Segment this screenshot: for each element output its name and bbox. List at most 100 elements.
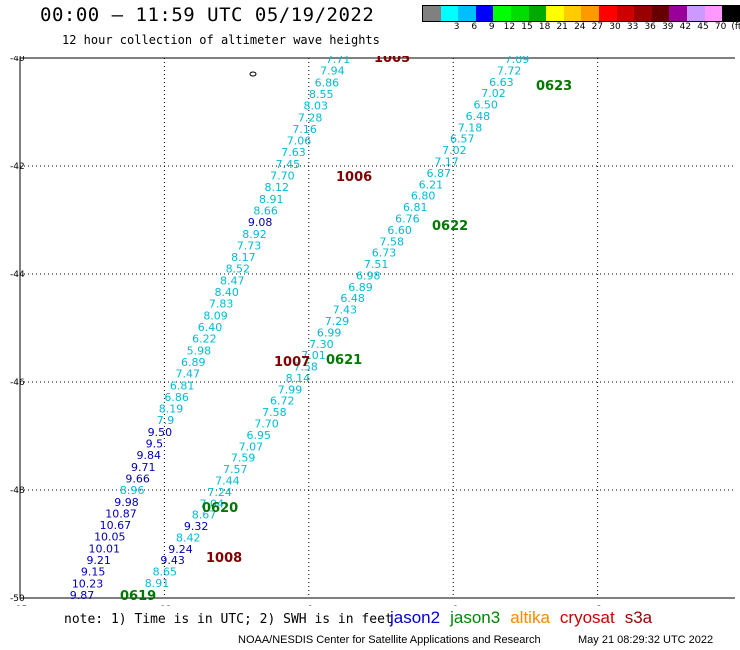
wave-height-label: 8.66 bbox=[253, 204, 278, 217]
wave-height-label: 8.52 bbox=[226, 263, 251, 276]
time-marker: 0623 bbox=[536, 79, 572, 94]
wave-height-label: 7.70 bbox=[254, 418, 279, 431]
wave-height-label: 6.72 bbox=[270, 395, 295, 408]
wave-height-label: 7.17 bbox=[434, 156, 459, 169]
scale-swatch bbox=[528, 6, 547, 21]
scale-label: 18 bbox=[538, 22, 551, 32]
wave-height-label: 9.43 bbox=[160, 554, 185, 567]
wave-height-label: 8.65 bbox=[153, 566, 178, 579]
scale-swatch bbox=[651, 6, 670, 21]
wave-height-label: 10.23 bbox=[72, 577, 104, 590]
wave-height-label: 7.28 bbox=[298, 111, 323, 124]
wave-height-label: 8.47 bbox=[220, 274, 245, 287]
scale-label: 42 bbox=[679, 22, 692, 32]
latitude-tick-label: -48 bbox=[10, 486, 25, 496]
wave-height-label: 6.87 bbox=[426, 167, 451, 180]
wave-height-label: 8.03 bbox=[303, 100, 328, 113]
scale-label: 70 bbox=[714, 22, 727, 32]
wave-height-label: 6.95 bbox=[246, 429, 271, 442]
wave-height-label: 9.21 bbox=[86, 554, 111, 567]
scale-label: 36 bbox=[644, 22, 656, 32]
wave-height-label: 7.30 bbox=[309, 338, 334, 351]
wave-height-label: 8.92 bbox=[242, 228, 267, 241]
wave-height-label: 9.71 bbox=[131, 461, 156, 474]
wave-height-label: 9.84 bbox=[137, 449, 162, 462]
longitude-tick-label: -9 bbox=[304, 605, 313, 606]
wave-height-label: 7.07 bbox=[239, 440, 264, 453]
satellite-legend: jason2 jason3 altika cryosat s3a bbox=[390, 608, 662, 628]
wave-height-label: 8.14 bbox=[286, 372, 311, 385]
wave-height-label: 9.08 bbox=[248, 216, 273, 229]
scale-swatch bbox=[616, 6, 635, 21]
wave-height-label: 10.67 bbox=[100, 519, 132, 532]
wave-height-label: 7.73 bbox=[237, 239, 262, 252]
wave-height-label: 7.04 bbox=[200, 497, 225, 510]
wave-height-label: 6.60 bbox=[387, 224, 412, 237]
scale-label: 39 bbox=[662, 22, 674, 32]
wave-height-label: 6.99 bbox=[317, 326, 342, 339]
scale-label: (ft) bbox=[731, 22, 740, 32]
wave-height-label: 8.42 bbox=[176, 531, 201, 544]
wave-height-label: 6.80 bbox=[411, 190, 436, 203]
pressure-marker: 1007 bbox=[274, 355, 310, 370]
page-title: 00:00 – 11:59 UTC 05/19/2022 bbox=[40, 4, 375, 26]
page-subtitle: 12 hour collection of altimeter wave hei… bbox=[62, 33, 380, 47]
wave-height-label: 6.57 bbox=[450, 133, 475, 146]
time-marker: 0622 bbox=[432, 219, 468, 234]
scale-swatch bbox=[440, 6, 459, 21]
latitude-tick-label: -50 bbox=[10, 594, 25, 604]
scale-label: 24 bbox=[574, 22, 586, 32]
wave-height-label: 6.40 bbox=[198, 321, 223, 334]
longitude-tick-label: -3 bbox=[593, 605, 602, 606]
wave-height-label: 6.21 bbox=[419, 178, 444, 191]
wave-height-label: 7.63 bbox=[281, 146, 306, 159]
island-outline bbox=[249, 71, 257, 77]
wave-height-color-scale bbox=[422, 5, 740, 22]
wave-height-label: 7.45 bbox=[276, 158, 301, 171]
wave-height-label: 10.87 bbox=[105, 507, 137, 520]
legend-altika: altika bbox=[510, 608, 550, 627]
wave-height-label: 9.87 bbox=[70, 589, 95, 602]
wave-height-label: 7.58 bbox=[293, 361, 318, 374]
wave-height-label: 7.58 bbox=[262, 406, 287, 419]
generated-timestamp: May 21 08:29:32 UTC 2022 bbox=[578, 634, 714, 646]
latitude-tick-label: -40 bbox=[10, 56, 25, 64]
scale-swatch bbox=[598, 6, 617, 21]
wave-height-label: 7.58 bbox=[380, 235, 405, 248]
wave-height-label: 8.19 bbox=[159, 403, 184, 416]
wave-height-label: 7.57 bbox=[223, 463, 248, 476]
longitude-tick-label: -12 bbox=[157, 605, 172, 606]
scale-label: 3 bbox=[453, 22, 460, 32]
latitude-tick-label: -44 bbox=[10, 270, 25, 280]
scale-swatch bbox=[510, 6, 529, 21]
wave-height-label: 7.09 bbox=[505, 56, 530, 66]
wave-height-label: 6.63 bbox=[489, 76, 514, 89]
wave-height-label: 6.22 bbox=[192, 333, 217, 346]
wave-height-label: 6.89 bbox=[348, 281, 373, 294]
wave-height-label: 7.94 bbox=[320, 65, 345, 78]
wave-height-label: 8.17 bbox=[231, 251, 256, 264]
wave-height-label: 5.98 bbox=[187, 344, 212, 357]
wave-height-label: 7.01 bbox=[301, 349, 326, 362]
wave-height-label: 6.81 bbox=[403, 201, 428, 214]
wave-height-label: 8.91 bbox=[145, 577, 170, 590]
wave-height-label: 7.44 bbox=[215, 474, 240, 487]
legend-jason3: jason3 bbox=[450, 608, 501, 627]
scale-swatch bbox=[581, 6, 599, 21]
wave-height-label: 9.98 bbox=[114, 496, 139, 509]
wave-height-label: 7.99 bbox=[278, 383, 303, 396]
pressure-marker: 1005 bbox=[374, 56, 410, 66]
pressure-marker: 1008 bbox=[206, 551, 242, 566]
wave-height-label: 8.96 bbox=[120, 484, 145, 497]
scale-label: 6 bbox=[471, 22, 478, 32]
wave-height-label: 9.24 bbox=[168, 543, 193, 556]
wave-height-label: 7.06 bbox=[287, 135, 312, 148]
wave-height-label: 8.09 bbox=[203, 309, 228, 322]
scale-swatch bbox=[634, 6, 652, 21]
longitude-tick-label: -15 bbox=[13, 605, 28, 606]
wave-height-label: 6.86 bbox=[164, 391, 189, 404]
wave-height-label: 8.12 bbox=[265, 181, 290, 194]
time-marker: 0620 bbox=[202, 501, 238, 516]
legend-cryosat: cryosat bbox=[559, 608, 615, 627]
scale-swatch bbox=[722, 6, 740, 21]
